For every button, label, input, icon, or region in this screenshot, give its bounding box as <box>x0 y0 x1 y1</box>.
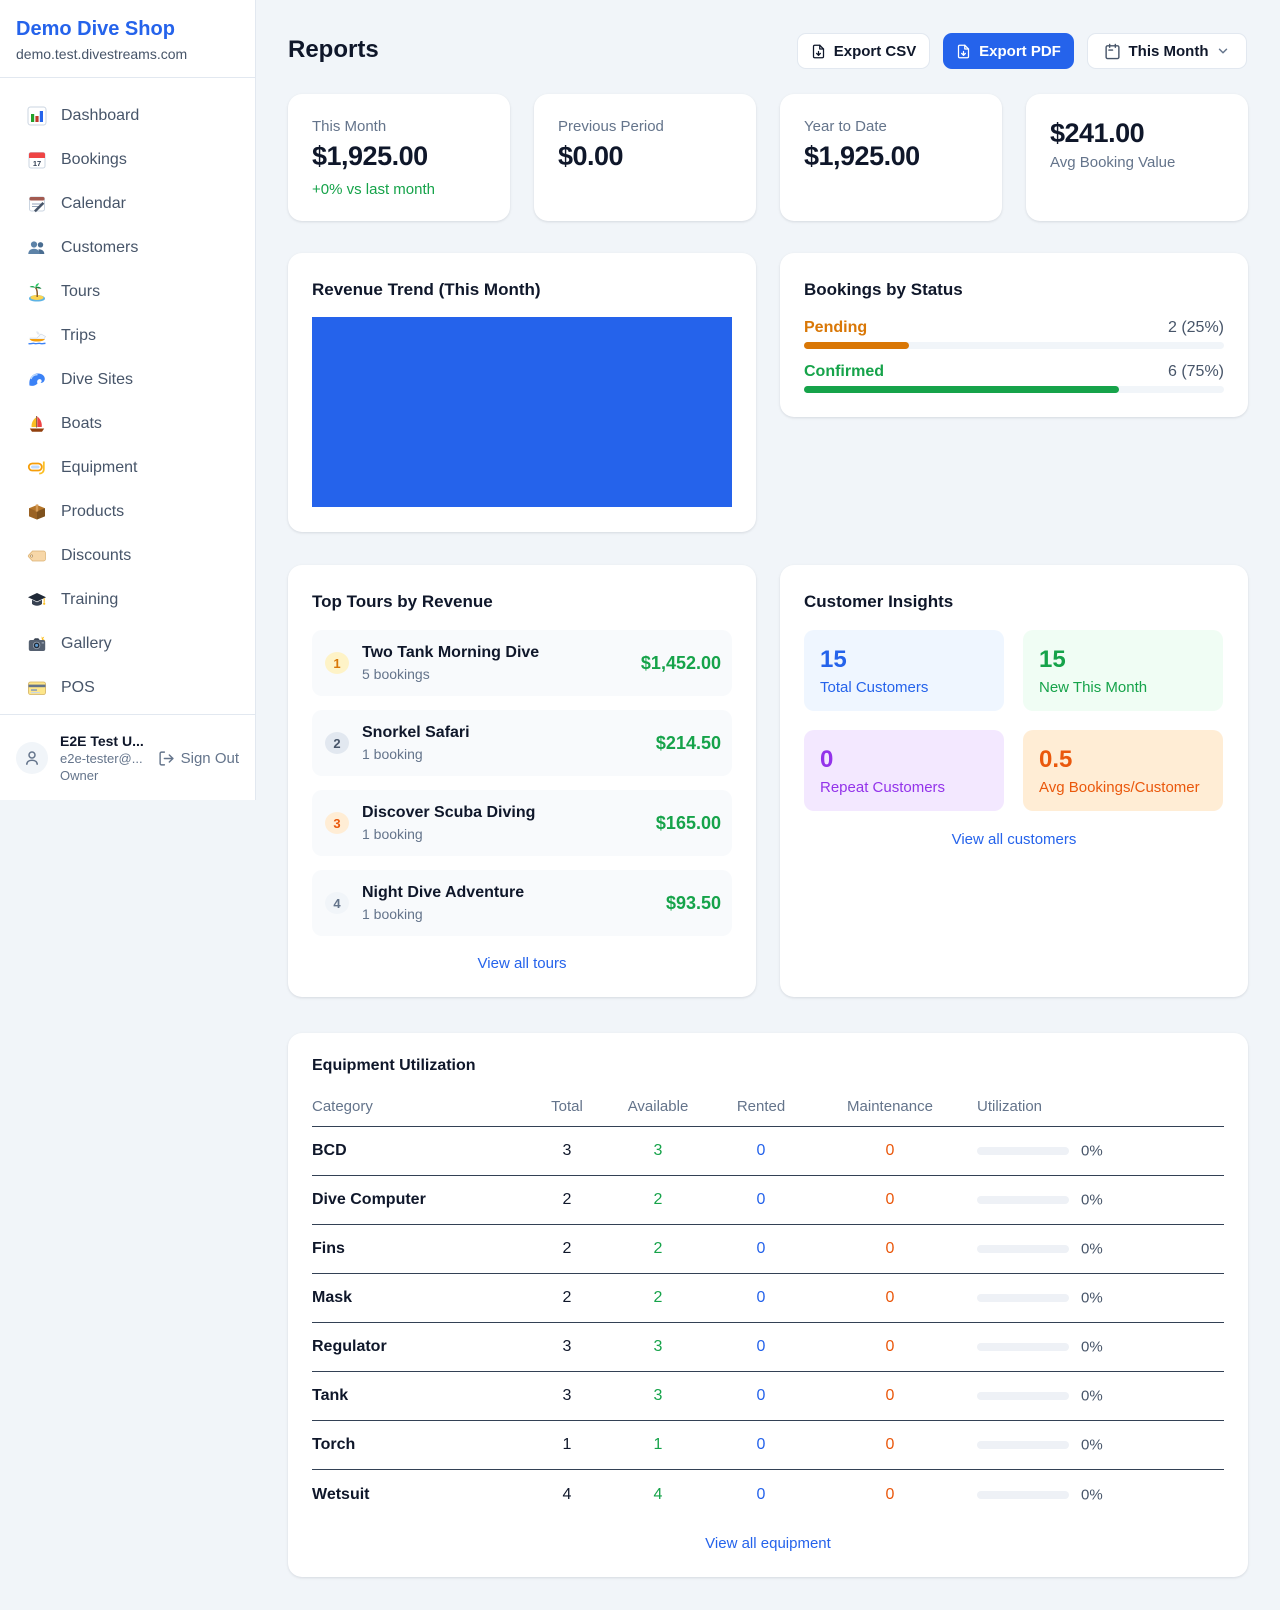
svg-text:17: 17 <box>33 159 41 168</box>
